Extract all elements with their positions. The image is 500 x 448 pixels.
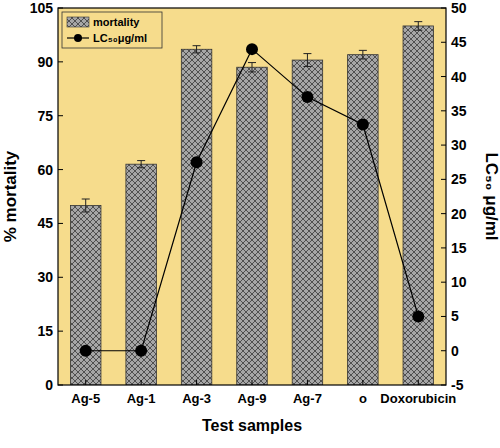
y-tick	[58, 385, 63, 386]
y-tick	[58, 169, 63, 170]
y-tick	[58, 277, 63, 278]
y-tick-label: 105	[30, 0, 54, 16]
error-bar	[303, 54, 311, 67]
y2-tick	[441, 247, 446, 248]
y-tick-label: 0	[45, 377, 53, 393]
x-tick-label: Ag-5	[71, 391, 100, 406]
error-bar	[137, 161, 145, 168]
x-tick-label: Ag-3	[182, 391, 211, 406]
y2-tick	[441, 350, 446, 351]
x-tick	[307, 380, 308, 385]
y-tick-label: 75	[37, 108, 53, 124]
y2-tick-label: 35	[451, 103, 467, 119]
chart: 0153045607590105-505101520253035404550Ag…	[0, 0, 500, 448]
y2-tick	[441, 282, 446, 283]
x-tick-label: Ag-9	[238, 391, 267, 406]
y-tick	[58, 223, 63, 224]
y-axis-title: % mortality	[1, 150, 20, 242]
x-tick	[196, 380, 197, 385]
y2-tick-label: 40	[451, 69, 467, 85]
lc50-marker	[191, 156, 203, 168]
lc50-line	[86, 49, 419, 351]
y2-tick-label: 5	[451, 308, 459, 324]
y2-tick-label: 45	[451, 34, 467, 50]
bar	[292, 60, 322, 385]
plot-background	[58, 8, 446, 385]
bar	[70, 205, 100, 385]
chart-root: 0153045607590105-505101520253035404550Ag…	[0, 0, 500, 448]
y-tick	[58, 61, 63, 62]
legend-swatch	[67, 17, 89, 27]
y2-tick-label: 50	[451, 0, 467, 16]
y2-tick	[441, 42, 446, 43]
legend-label: mortality	[93, 16, 140, 28]
y2-tick	[441, 110, 446, 111]
bar	[237, 67, 267, 385]
y2-axis-title: LC₅₀ μg/ml	[482, 152, 500, 240]
legend-marker	[74, 34, 82, 42]
legend-box	[62, 12, 162, 48]
y2-tick-label: 20	[451, 206, 467, 222]
bar	[181, 49, 211, 385]
y-tick-label: 60	[37, 162, 53, 178]
y2-tick	[441, 76, 446, 77]
marks	[70, 22, 433, 385]
lc50-marker	[357, 119, 369, 131]
error-bar	[193, 46, 201, 53]
x-tick-label: o	[359, 391, 367, 406]
y2-tick-label: 30	[451, 137, 467, 153]
legend-label: LC₅₀μg/ml	[93, 32, 147, 44]
error-bar	[248, 63, 256, 72]
x-tick-label: Ag-7	[293, 391, 322, 406]
y2-tick	[441, 8, 446, 9]
y-tick	[58, 8, 63, 9]
y2-tick	[441, 316, 446, 317]
y2-tick-label: 15	[451, 240, 467, 256]
error-bar	[82, 199, 90, 212]
x-tick	[362, 380, 363, 385]
plot-frame	[58, 8, 446, 385]
bar	[126, 164, 156, 385]
y-tick-label: 30	[37, 269, 53, 285]
lc50-marker	[301, 91, 313, 103]
x-tick	[141, 380, 142, 385]
y2-tick-label: 10	[451, 274, 467, 290]
lc50-marker	[412, 310, 424, 322]
x-tick	[418, 380, 419, 385]
error-bar	[414, 22, 422, 31]
lc50-marker	[135, 345, 147, 357]
y2-tick-label: 25	[451, 171, 467, 187]
y-tick-label: 45	[37, 215, 53, 231]
bar	[403, 26, 433, 385]
x-tick-label: Ag-1	[127, 391, 156, 406]
y-tick-label: 15	[37, 323, 53, 339]
y-tick-label: 90	[37, 54, 53, 70]
x-tick	[85, 380, 86, 385]
legend: mortality LC₅₀μg/ml	[62, 12, 162, 48]
x-tick-label: Doxorubicin	[380, 391, 456, 406]
bar	[348, 55, 378, 385]
lc50-marker	[246, 43, 258, 55]
x-axis-title: Test samples	[202, 417, 302, 434]
y2-tick-label: 0	[451, 343, 459, 359]
y2-tick	[441, 179, 446, 180]
y2-tick	[441, 145, 446, 146]
y2-tick	[441, 213, 446, 214]
lc50-marker	[80, 345, 92, 357]
x-tick	[252, 380, 253, 385]
error-bar	[359, 50, 367, 59]
y2-tick	[441, 385, 446, 386]
y-tick	[58, 331, 63, 332]
y-tick	[58, 115, 63, 116]
